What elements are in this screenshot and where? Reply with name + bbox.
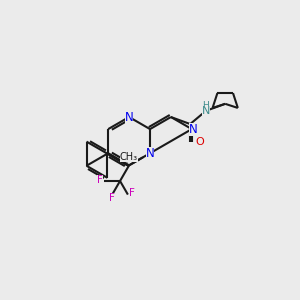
Text: F: F <box>129 188 135 198</box>
Text: F: F <box>109 193 115 203</box>
Text: H: H <box>202 101 209 110</box>
Text: N: N <box>189 123 198 136</box>
Text: F: F <box>97 175 103 184</box>
Text: N: N <box>125 110 134 124</box>
Text: CH₃: CH₃ <box>119 152 138 162</box>
Text: N: N <box>202 106 210 116</box>
Text: O: O <box>196 137 204 147</box>
Text: N: N <box>146 147 154 160</box>
